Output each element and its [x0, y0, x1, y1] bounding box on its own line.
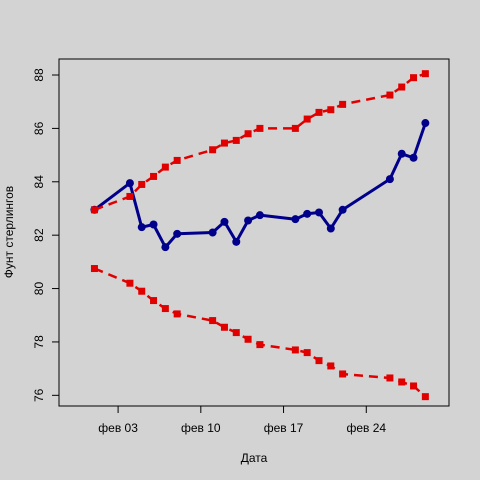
series-3-point-2: [126, 279, 134, 287]
series-3-point-9: [232, 329, 240, 337]
series-2-point-7: [209, 146, 217, 154]
series-2-point-20: [421, 70, 429, 78]
series-3-point-15: [327, 362, 335, 370]
series-1-point-14: [315, 208, 323, 217]
series-3-point-7: [209, 317, 217, 325]
series-1-point-11: [255, 211, 264, 220]
series-1-point-3: [137, 223, 146, 232]
x-tick-label: фев 03: [98, 421, 138, 435]
series-1-line: [93, 122, 427, 249]
x-tick-label: фев 10: [181, 421, 221, 435]
series-layer: [90, 70, 430, 401]
y-tick-label: 86: [32, 121, 46, 135]
x-axis-title: Дата: [241, 451, 268, 465]
series-2-point-1: [90, 206, 98, 214]
series-3-point-8: [220, 323, 228, 331]
series-1-point-17: [385, 175, 394, 184]
series-2-point-4: [150, 172, 158, 180]
series-3-point-5: [161, 305, 169, 313]
series-3-point-19: [410, 382, 418, 390]
y-tick-label: 76: [32, 388, 46, 402]
series-1-point-16: [338, 205, 347, 214]
series-1-point-7: [208, 228, 217, 237]
series-2-point-16: [339, 100, 347, 108]
series-3-point-20: [421, 393, 429, 401]
series-1-point-4: [149, 220, 158, 229]
series-2-point-5: [161, 163, 169, 171]
y-axis: 76 78 80 82 84 86 88: [32, 68, 60, 402]
series-3-point-18: [398, 378, 406, 386]
x-tick-label: фев 24: [346, 421, 386, 435]
series-3-point-3: [138, 287, 146, 295]
series-1-point-2: [125, 179, 134, 188]
series-2-point-13: [303, 115, 311, 123]
series-2-point-12: [291, 124, 299, 132]
series-3-point-13: [303, 349, 311, 357]
series-2-point-19: [410, 74, 418, 82]
y-tick-label: 88: [32, 68, 46, 82]
y-tick-label: 84: [32, 175, 46, 189]
series-2-point-11: [256, 124, 264, 132]
series-1-point-6: [173, 229, 182, 238]
series-2-point-2: [126, 192, 134, 200]
y-tick-label: 78: [32, 335, 46, 349]
x-axis: фев 03 фев 10 фев 17 фев 24: [98, 405, 386, 435]
y-tick-label: 80: [32, 282, 46, 296]
series-1-point-15: [326, 224, 335, 233]
series-2-point-8: [220, 139, 228, 147]
series-1-point-10: [244, 216, 253, 225]
y-axis-title: Фунт стерлингов: [2, 186, 16, 278]
series-3-point-6: [173, 310, 181, 318]
series-2-point-10: [244, 130, 252, 138]
series-2-point-9: [232, 136, 240, 144]
series-3-point-10: [244, 335, 252, 343]
series-1-point-8: [220, 217, 229, 226]
series-2-point-6: [173, 156, 181, 164]
series-2-line: [94, 72, 426, 211]
series-2-point-15: [327, 106, 335, 114]
series-3-point-12: [291, 346, 299, 354]
series-1-point-19: [409, 153, 418, 162]
x-tick-label: фев 17: [264, 421, 304, 435]
y-tick-label: 82: [32, 228, 46, 242]
series-1-point-9: [232, 237, 241, 246]
series-1-point-12: [291, 215, 300, 224]
series-1-point-13: [303, 209, 312, 218]
series-1-point-20: [421, 119, 430, 128]
series-3-point-16: [339, 370, 347, 378]
series-2-point-17: [386, 91, 394, 99]
plot-frame: [58, 58, 450, 407]
series-3-point-4: [150, 297, 158, 305]
series-2-point-14: [315, 108, 323, 116]
series-3-point-17: [386, 374, 394, 382]
series-1-point-5: [161, 243, 170, 252]
series-1-point-18: [397, 149, 406, 158]
series-3-point-11: [256, 341, 264, 349]
series-3-point-1: [90, 265, 98, 273]
series-2-point-3: [138, 180, 146, 188]
series-3-point-14: [315, 357, 323, 365]
series-2-point-18: [398, 83, 406, 91]
